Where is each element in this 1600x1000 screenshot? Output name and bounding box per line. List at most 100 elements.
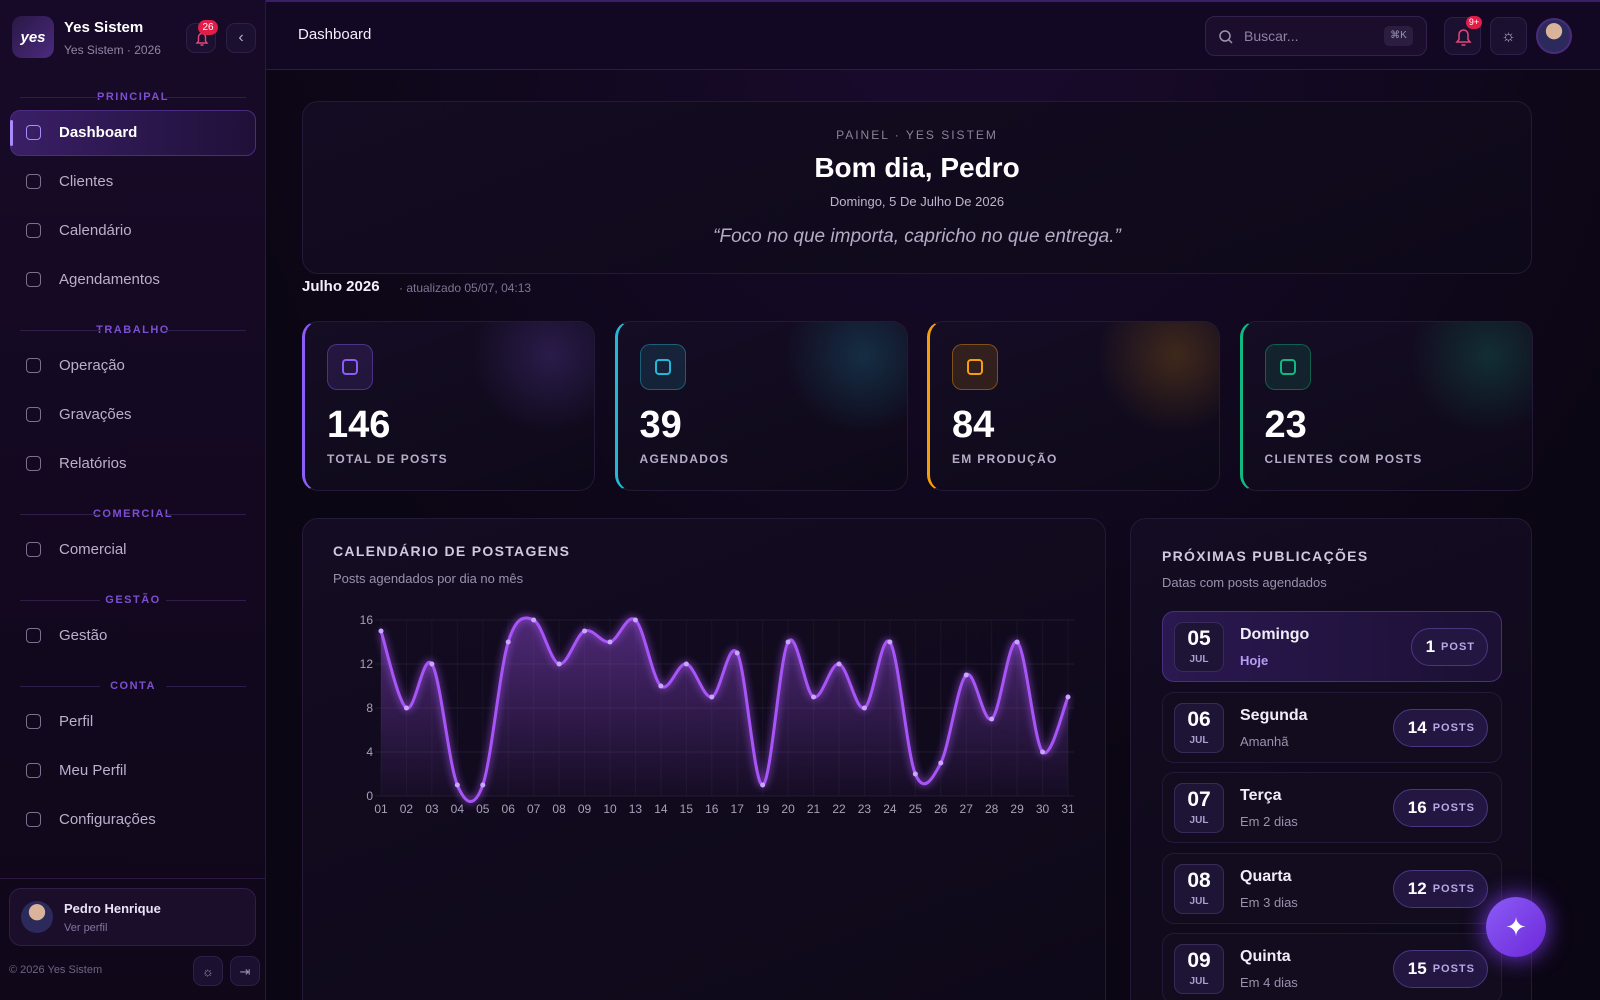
day: 05 — [1187, 627, 1211, 650]
upcoming-item[interactable]: 05 JUL Domingo Hoje 1 POST — [1162, 611, 1502, 682]
section-rule — [166, 514, 246, 515]
y-tick-label: 0 — [366, 789, 373, 803]
upcoming-card: PRÓXIMAS PUBLICAÇÕES Datas com posts age… — [1130, 518, 1532, 1000]
stat-icon — [1264, 344, 1311, 390]
chart: CALENDÁRIO DE POSTAGENS Posts agendados … — [333, 543, 1075, 816]
count-pill: 14 POSTS — [1392, 708, 1488, 747]
nav-item[interactable]: Configurações — [59, 811, 156, 828]
section-rule — [20, 686, 100, 687]
nav-item[interactable]: Relatórios — [59, 455, 127, 472]
x-tick-label: 22 — [832, 802, 846, 816]
nav-item[interactable]: Comercial — [59, 541, 127, 558]
nav-item[interactable]: Dashboard — [59, 124, 138, 141]
upcoming-subtitle: Datas com posts agendados — [1162, 575, 1327, 590]
section-title: COMERCIAL — [92, 508, 174, 520]
month: JUL — [1189, 976, 1209, 987]
x-tick-label: 31 — [1061, 802, 1075, 816]
point — [378, 628, 384, 634]
theme-button[interactable]: ☼ — [1490, 17, 1527, 55]
stat-label: TOTAL DE POSTS — [327, 452, 448, 466]
point — [760, 782, 766, 788]
count-pill: 16 POSTS — [1392, 789, 1488, 827]
upcoming-item[interactable]: 08 JUL Quarta Em 3 dias 12 POSTS — [1162, 852, 1502, 924]
point — [556, 661, 562, 667]
badge: 26 — [198, 20, 218, 35]
section-rule — [20, 600, 100, 601]
avatar — [21, 901, 53, 933]
section-title: CONTA — [110, 680, 156, 692]
nav-item[interactable]: Calendário — [59, 222, 132, 239]
stat-value: 84 — [952, 404, 995, 446]
stat-card: 39 AGENDADOS — [614, 321, 908, 491]
y-tick-label: 8 — [366, 701, 373, 715]
section-title: PRINCIPAL — [97, 91, 169, 103]
greeting: Bom dia, Pedro — [814, 152, 1020, 183]
badge: 9+ — [1466, 16, 1482, 29]
nav-icon — [26, 358, 41, 373]
stat-icon — [639, 344, 686, 390]
relative: Em 3 dias — [1240, 894, 1298, 910]
nav-icon — [26, 628, 41, 643]
page-title: Dashboard — [298, 26, 372, 43]
avatar[interactable] — [1536, 18, 1572, 54]
point — [658, 683, 664, 689]
nav-item[interactable]: Clientes — [59, 173, 114, 190]
x-tick-label: 29 — [1010, 802, 1024, 816]
relative: Em 2 dias — [1240, 814, 1298, 829]
stat-icon-glyph — [967, 359, 983, 375]
active-item — [10, 110, 256, 156]
quote: “Foco no que importa, capricho no que en… — [713, 226, 1121, 247]
x-tick-label: 17 — [731, 802, 745, 816]
day: 08 — [1187, 868, 1211, 892]
nav-item[interactable]: Perfil — [59, 713, 94, 730]
ai-button[interactable]: ✦ — [1486, 897, 1546, 957]
nav-item[interactable]: Agendamentos — [59, 271, 160, 288]
upcoming-item[interactable]: 06 JUL Segunda Amanhã 14 POSTS — [1162, 691, 1502, 763]
x-tick-label: 13 — [629, 802, 643, 816]
collapse-button[interactable]: ‹ — [226, 23, 256, 53]
user-link[interactable]: Ver perfil — [64, 922, 108, 934]
count: 14 — [1407, 717, 1427, 737]
weekday: Terça — [1240, 787, 1282, 804]
point — [861, 705, 867, 711]
month: JUL — [1189, 895, 1209, 907]
nav-item[interactable]: Gestão — [59, 627, 108, 644]
upcoming-item[interactable]: 09 JUL Quinta Em 4 dias 15 POSTS — [1162, 933, 1502, 1000]
nav-item[interactable]: Meu Perfil — [59, 762, 127, 779]
search[interactable]: Buscar... ⌘K — [1205, 16, 1427, 56]
count: 1 — [1425, 637, 1436, 656]
user-card[interactable]: Pedro Henrique Ver perfil — [9, 888, 256, 946]
nav-item[interactable]: Operação — [59, 357, 125, 374]
theme-button[interactable]: ☼ — [193, 956, 223, 986]
point — [505, 639, 511, 645]
stat-label: EM PRODUÇÃO — [952, 452, 1058, 466]
point — [912, 771, 918, 777]
stat-value: 23 — [1264, 404, 1307, 446]
nav-icon — [26, 407, 41, 422]
relative: Amanhã — [1240, 733, 1289, 749]
nav-item[interactable]: Gravações — [59, 406, 132, 423]
point — [683, 661, 689, 667]
stat-card: 23 CLIENTES COM POSTS — [1239, 321, 1533, 491]
section-rule — [20, 514, 100, 515]
upcoming-item[interactable]: 07 JUL Terça Em 2 dias 16 POSTS — [1162, 772, 1502, 843]
x-tick-label: 06 — [502, 802, 516, 816]
sidebar: yes Yes Sistem Yes Sistem · 2026 26 ‹ PR… — [0, 0, 266, 1000]
relative: Em 4 dias — [1240, 975, 1298, 990]
point — [836, 661, 842, 667]
active-marker — [10, 120, 13, 146]
logout-button[interactable]: ⇥ — [230, 956, 260, 986]
x-tick-label: 21 — [807, 802, 821, 816]
x-tick-label: 10 — [603, 802, 617, 816]
section-rule — [166, 600, 246, 601]
x-tick-label: 20 — [781, 802, 795, 816]
logo: yes — [12, 16, 54, 58]
section-rule — [20, 97, 100, 98]
unit: POSTS — [1432, 721, 1475, 734]
hero: PAINEL · YES SISTEM Bom dia, Pedro Domin… — [302, 101, 1532, 274]
count: 15 — [1407, 959, 1427, 978]
relative: Hoje — [1240, 653, 1269, 668]
nav-icon — [26, 174, 41, 189]
x-tick-label: 04 — [451, 802, 465, 816]
